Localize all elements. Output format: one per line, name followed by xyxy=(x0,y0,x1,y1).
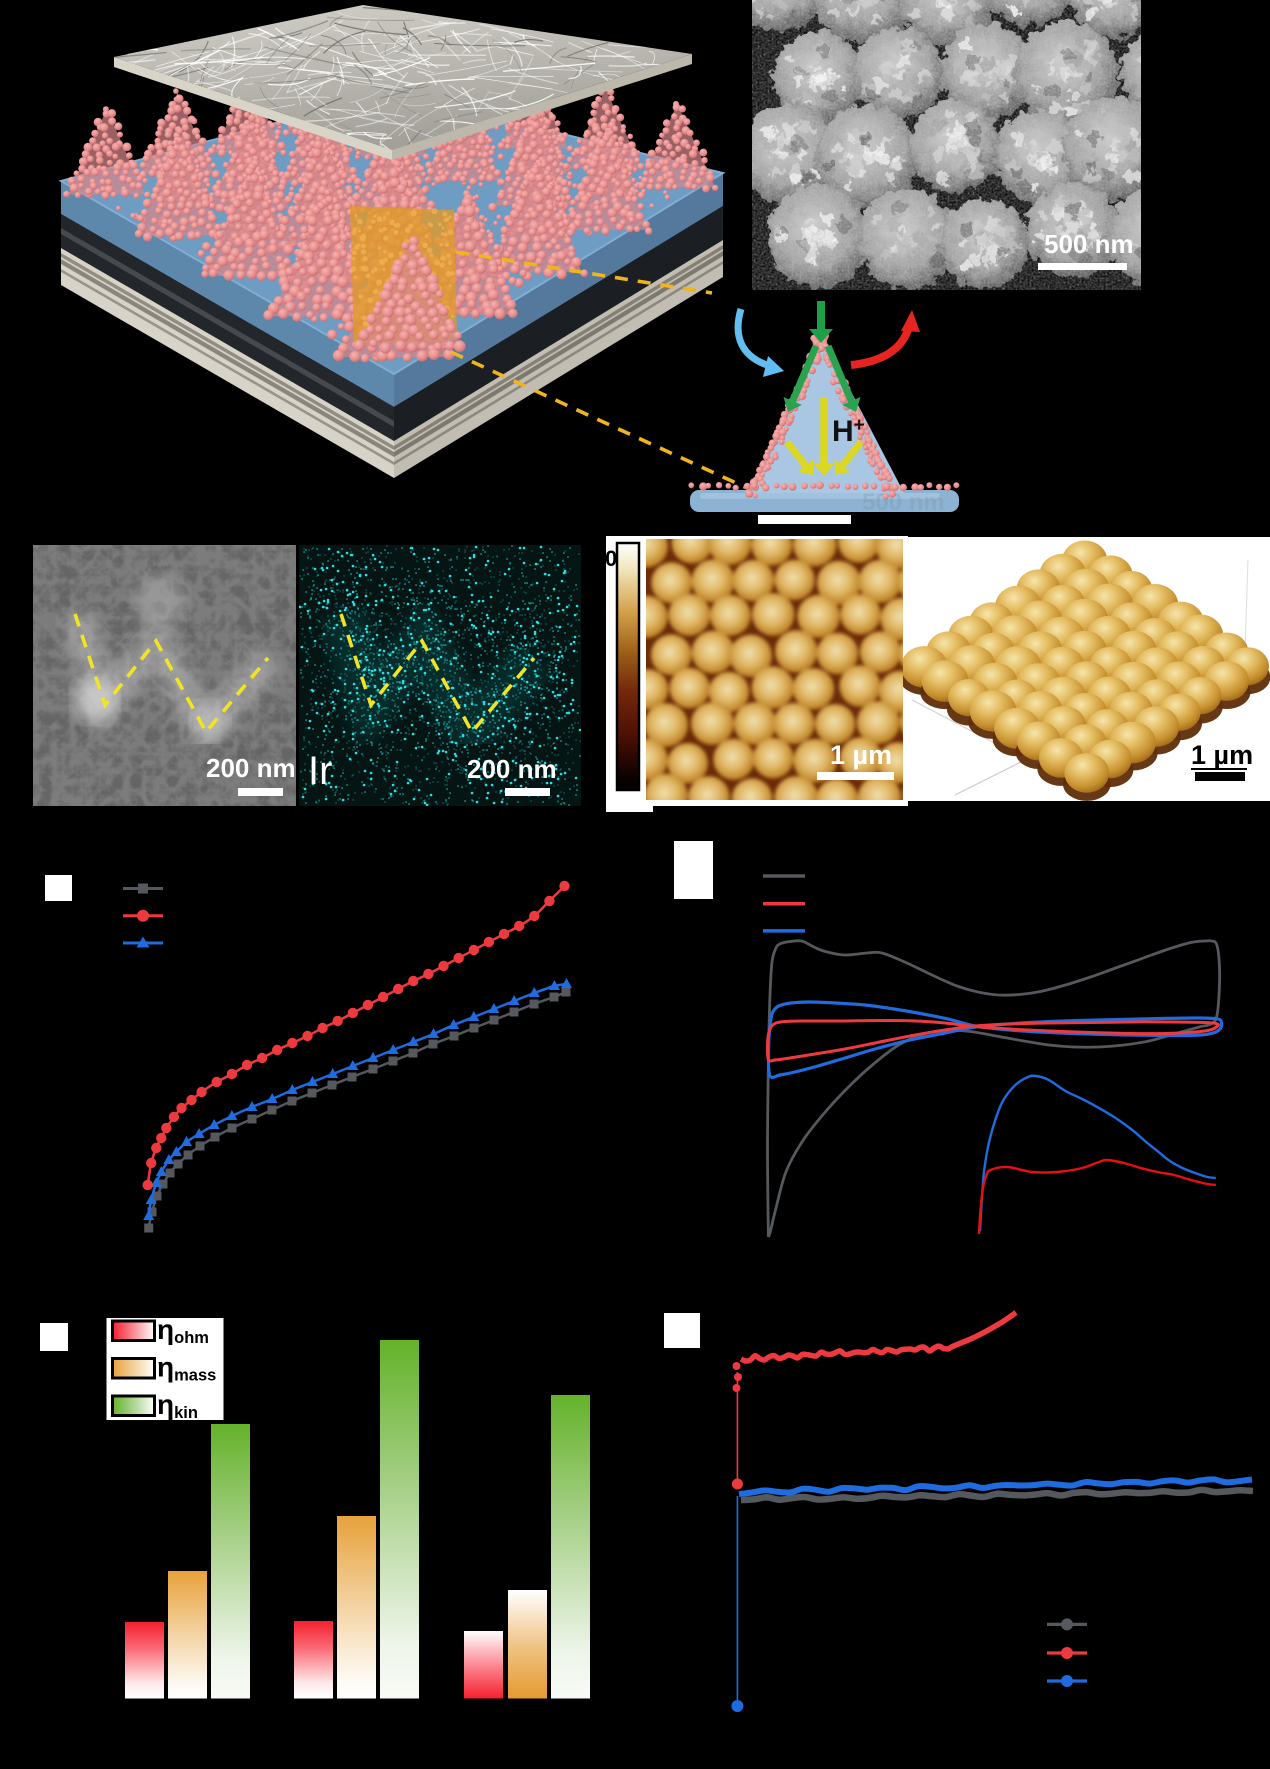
svg-text:1 µm: 1 µm xyxy=(830,740,892,770)
svg-text:ηkin: ηkin xyxy=(157,1389,198,1422)
svg-text:1 µm: 1 µm xyxy=(1191,740,1253,770)
svg-text:500 nm: 500 nm xyxy=(1044,229,1134,259)
svg-text:200 nm: 200 nm xyxy=(467,754,557,784)
svg-text:Ir: Ir xyxy=(308,749,332,793)
svg-text:0: 0 xyxy=(605,546,617,571)
svg-text:200 nm: 200 nm xyxy=(206,753,296,783)
svg-text:500 nm: 500 nm xyxy=(862,489,945,516)
svg-text:H+: H+ xyxy=(832,415,865,448)
